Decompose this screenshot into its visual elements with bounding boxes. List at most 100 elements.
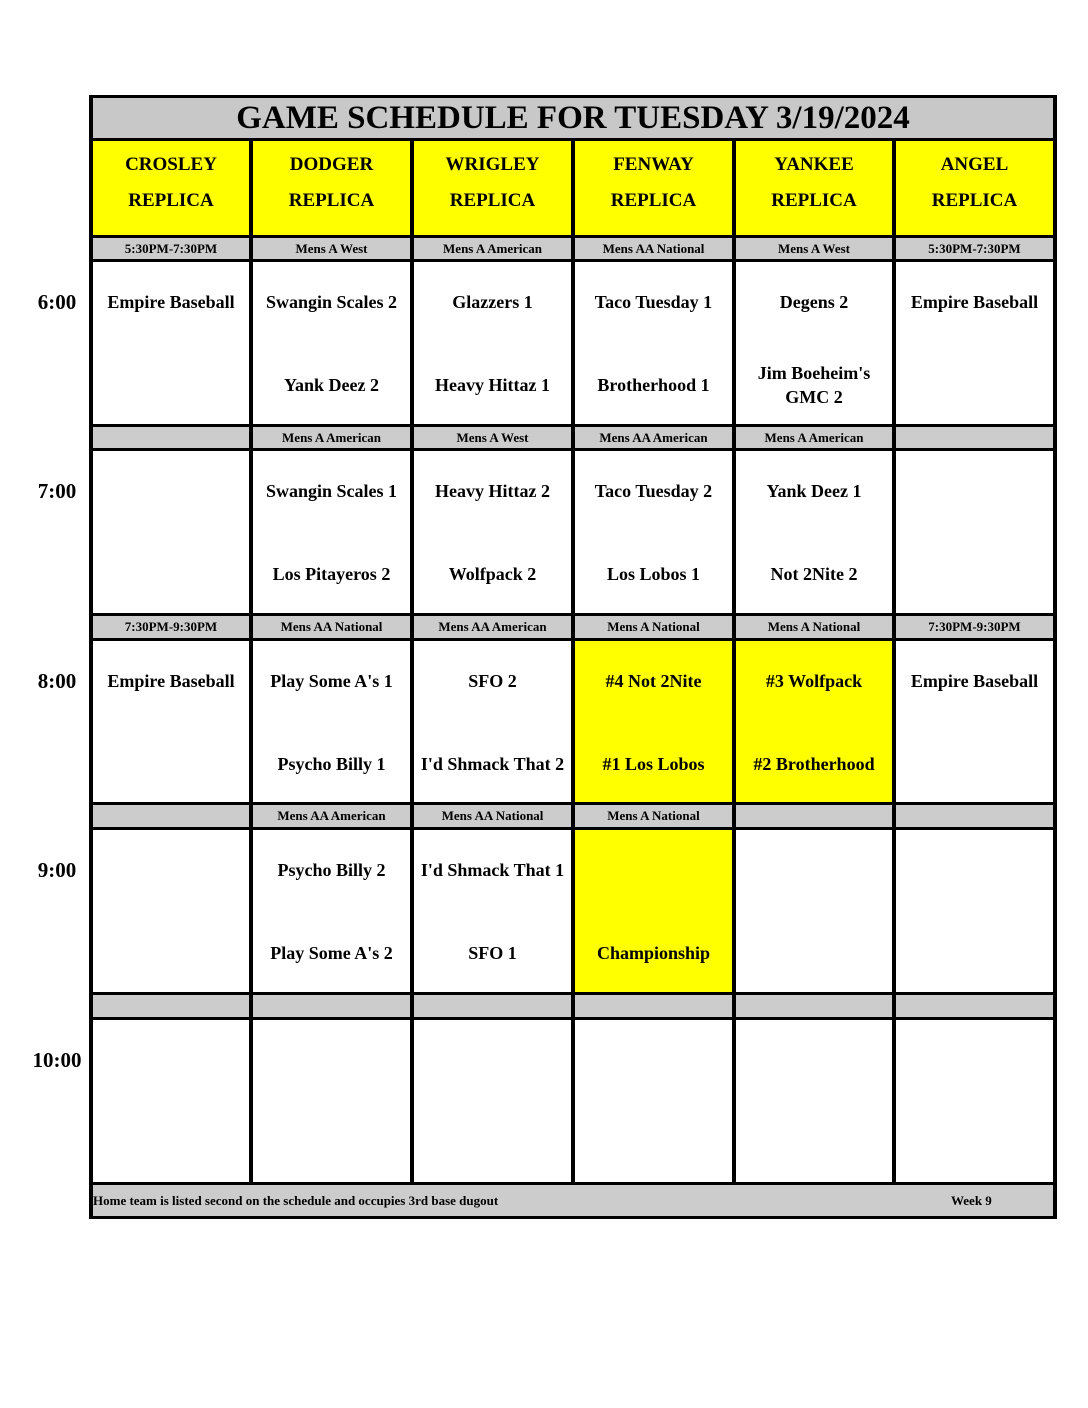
game-cell xyxy=(414,1020,571,1182)
game-cell xyxy=(93,1020,249,1182)
home-team xyxy=(898,734,1051,794)
field-name: ANGEL xyxy=(940,154,1009,175)
field-header: WRIGLEY REPLICA xyxy=(414,141,571,235)
division-label xyxy=(93,427,249,448)
home-team: Heavy Hittaz 1 xyxy=(435,375,550,395)
away-team: Taco Tuesday 1 xyxy=(594,292,713,312)
home-team xyxy=(898,355,1051,415)
home-team: Championship xyxy=(596,943,711,963)
time-label: 9:00 xyxy=(37,858,77,882)
division-label xyxy=(896,805,1053,827)
division-label xyxy=(575,995,732,1017)
division-label: Mens A American xyxy=(414,238,571,259)
division-label: Mens AA American xyxy=(253,805,410,827)
home-team xyxy=(738,923,890,983)
away-team: Taco Tuesday 2 xyxy=(594,481,713,501)
division-label: Mens A American xyxy=(253,427,410,448)
game-cell xyxy=(93,451,249,613)
away-team xyxy=(95,840,247,900)
game-cell: #3 Wolfpack #2 Brotherhood xyxy=(736,641,892,802)
division-label: Mens A West xyxy=(253,238,410,259)
field-header: ANGEL REPLICA xyxy=(896,141,1053,235)
game-cell xyxy=(896,451,1053,613)
home-team: SFO 1 xyxy=(468,943,517,963)
page-title: GAME SCHEDULE FOR TUESDAY 3/19/2024 xyxy=(93,98,1053,138)
division-label: Mens AA National xyxy=(575,238,732,259)
week-label: Week 9 xyxy=(951,1193,992,1208)
home-team xyxy=(416,1113,569,1173)
division-label: Mens A National xyxy=(736,616,892,638)
field-name: WRIGLEY xyxy=(445,154,540,175)
schedule-table: GAME SCHEDULE FOR TUESDAY 3/19/2024 CROSL… xyxy=(89,95,1057,1219)
division-label: Mens AA American xyxy=(575,427,732,448)
home-team: Jim Boeheim's GMC 2 xyxy=(757,363,871,407)
division-label xyxy=(93,805,249,827)
home-team xyxy=(898,544,1051,604)
time-label: 6:00 xyxy=(37,290,77,314)
home-team xyxy=(95,734,247,794)
division-label xyxy=(896,995,1053,1017)
game-cell: Taco Tuesday 2 Los Lobos 1 xyxy=(575,451,732,613)
away-team: Empire Baseball xyxy=(107,671,235,691)
game-cell xyxy=(736,830,892,992)
away-team: Heavy Hittaz 2 xyxy=(435,481,550,501)
home-team xyxy=(95,544,247,604)
home-team: Brotherhood 1 xyxy=(597,375,710,395)
home-team: I'd Shmack That 2 xyxy=(420,754,565,774)
game-cell xyxy=(896,1020,1053,1182)
home-team xyxy=(95,1113,247,1173)
division-label xyxy=(253,995,410,1017)
away-team xyxy=(255,1030,408,1090)
game-cell: Glazzers 1 Heavy Hittaz 1 xyxy=(414,262,571,424)
game-cell xyxy=(575,1020,732,1182)
game-cell: Degens 2 Jim Boeheim's GMC 2 xyxy=(736,262,892,424)
away-team: #3 Wolfpack xyxy=(765,671,863,691)
home-team: Psycho Billy 1 xyxy=(277,754,386,774)
home-team xyxy=(738,1113,890,1173)
away-team xyxy=(95,1030,247,1090)
home-team: Los Lobos 1 xyxy=(606,564,701,584)
game-cell: Heavy Hittaz 2 Wolfpack 2 xyxy=(414,451,571,613)
division-label: 7:30PM-9:30PM xyxy=(93,616,249,638)
home-team: Los Pitayeros 2 xyxy=(272,564,391,584)
away-team: Swangin Scales 2 xyxy=(265,292,398,312)
home-team xyxy=(898,1113,1051,1173)
home-team xyxy=(95,355,247,415)
away-team xyxy=(898,461,1051,521)
game-cell xyxy=(896,830,1053,992)
home-team xyxy=(577,1113,730,1173)
division-label: 5:30PM-7:30PM xyxy=(896,238,1053,259)
away-team xyxy=(577,840,730,900)
division-label: Mens A West xyxy=(414,427,571,448)
away-team xyxy=(898,840,1051,900)
division-label: Mens A National xyxy=(575,616,732,638)
time-label: 10:00 xyxy=(32,1048,82,1072)
field-name: CROSLEY xyxy=(125,154,217,175)
time-label: 8:00 xyxy=(37,669,77,693)
field-name: DODGER xyxy=(289,154,374,175)
division-label: 5:30PM-7:30PM xyxy=(93,238,249,259)
division-label: Mens AA American xyxy=(414,616,571,638)
division-label xyxy=(414,995,571,1017)
field-header: DODGER REPLICA xyxy=(253,141,410,235)
away-team xyxy=(898,1030,1051,1090)
division-label: Mens A West xyxy=(736,238,892,259)
away-team: Empire Baseball xyxy=(107,292,235,312)
game-cell: Championship xyxy=(575,830,732,992)
game-cell: Empire Baseball xyxy=(93,262,249,424)
away-team: #4 Not 2Nite xyxy=(605,671,702,691)
away-team xyxy=(738,840,890,900)
game-cell xyxy=(253,1020,410,1182)
home-team: Yank Deez 2 xyxy=(284,375,379,395)
game-cell: Yank Deez 1 Not 2Nite 2 xyxy=(736,451,892,613)
division-label: Mens AA National xyxy=(253,616,410,638)
away-team: Play Some A's 1 xyxy=(270,671,393,691)
division-label xyxy=(93,995,249,1017)
field-sub: REPLICA xyxy=(771,190,857,211)
game-cell: Psycho Billy 2 Play Some A's 2 xyxy=(253,830,410,992)
field-name: FENWAY xyxy=(613,154,694,175)
field-sub: REPLICA xyxy=(610,190,697,211)
division-label xyxy=(736,995,892,1017)
game-cell: Empire Baseball xyxy=(896,262,1053,424)
home-team xyxy=(898,923,1051,983)
